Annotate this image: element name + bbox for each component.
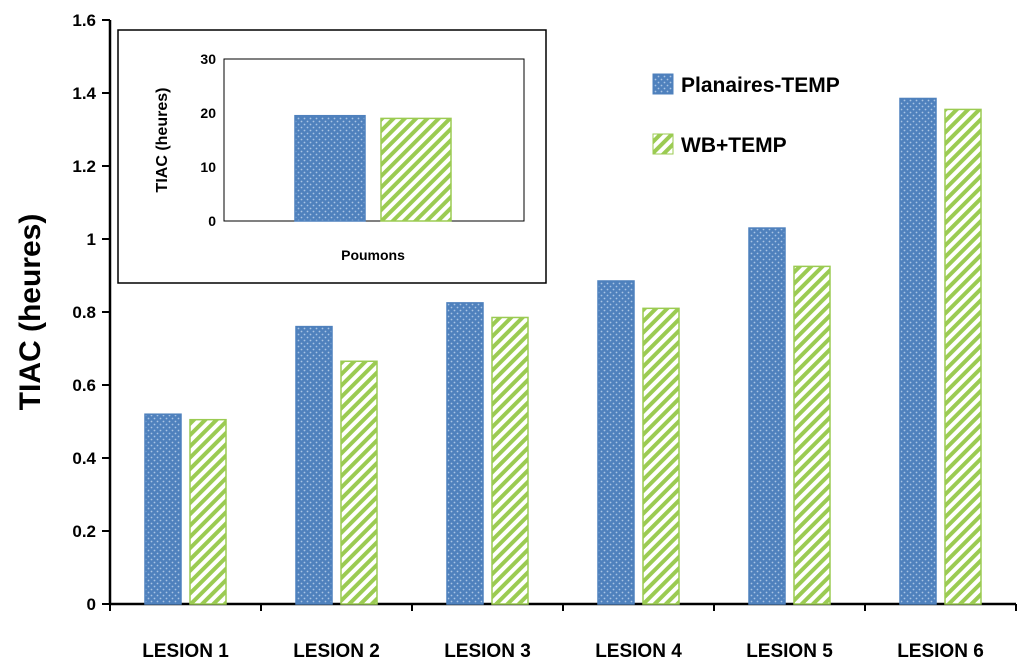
- inset-y-tick-label: 30: [200, 51, 216, 67]
- inset-bar-wb-temp: [380, 117, 452, 222]
- main-y-tick-label: 0: [87, 595, 96, 614]
- x-tick-label-lesion-5: LESION 5: [746, 641, 833, 662]
- inset-y-tick-label: 0: [208, 213, 216, 229]
- x-tick-label-lesion-3: LESION 3: [444, 641, 531, 662]
- main-y-tick-label: 1.4: [72, 84, 96, 103]
- legend-label-wb-temp: WB+TEMP: [681, 134, 787, 157]
- bar-wb-temp-lesion-2: [340, 360, 378, 605]
- main-y-tick-label: 1.6: [72, 11, 96, 30]
- bar-planaires-temp-lesion-4: [597, 280, 635, 605]
- bar-planaires-temp-lesion-6: [899, 97, 937, 605]
- main-y-tick-label: 0.6: [72, 376, 96, 395]
- bar-wb-temp-lesion-6: [944, 108, 982, 605]
- bar-planaires-temp-lesion-1: [144, 413, 182, 605]
- legend-swatch-wb-temp: [652, 133, 674, 155]
- main-axes: 0 0.2 0.4 0.6 0.8 1 1.2 1.4 1.6 LESION 1 LESION 2 L…: [72, 11, 1017, 662]
- main-y-tick-label: 0.2: [72, 522, 96, 541]
- legend-swatch-planaires-temp: [652, 73, 674, 95]
- bar-planaires-temp-lesion-2: [295, 325, 333, 605]
- inset-bar-planaires-temp: [294, 114, 366, 222]
- main-y-tick-label: 0.8: [72, 303, 96, 322]
- bar-wb-temp-lesion-3: [491, 316, 529, 605]
- legend-label-planaires-temp: Planaires-TEMP: [681, 74, 840, 97]
- main-bars: [144, 97, 982, 605]
- inset-bars: [294, 114, 452, 222]
- inset-x-tick-label: Poumons: [341, 247, 405, 263]
- bar-planaires-temp-lesion-3: [446, 302, 484, 605]
- bar-wb-temp-lesion-1: [189, 418, 227, 605]
- legend: Planaires-TEMP WB+TEMP: [652, 73, 840, 157]
- inset-plot-area: [223, 58, 525, 222]
- x-tick-label-lesion-6: LESION 6: [897, 641, 984, 662]
- inset-y-tick-label: 20: [200, 105, 216, 121]
- inset-y-tick-label: 10: [200, 159, 216, 175]
- inset-axes: 0 10 20 30 Poumons: [200, 51, 405, 263]
- main-plot: 0 0.2 0.4 0.6 0.8 1 1.2 1.4 1.6 LESION 1 LESION 2 L…: [14, 11, 1017, 662]
- bar-planaires-temp-lesion-5: [748, 227, 786, 605]
- x-tick-label-lesion-4: LESION 4: [595, 641, 682, 662]
- main-y-tick-label: 0.4: [72, 449, 96, 468]
- bar-wb-temp-lesion-5: [793, 265, 831, 605]
- bar-wb-temp-lesion-4: [642, 307, 680, 605]
- main-y-axis-label: TIAC (heures): [14, 214, 47, 411]
- main-y-tick-label: 1: [87, 230, 96, 249]
- main-y-tick-label: 1.2: [72, 157, 96, 176]
- inset-y-axis-label: TIAC (heures): [154, 88, 171, 193]
- x-tick-label-lesion-1: LESION 1: [142, 641, 229, 662]
- inset-chart: 0 10 20 30 Poumons TIAC (heures): [117, 29, 547, 284]
- x-tick-label-lesion-2: LESION 2: [293, 641, 380, 662]
